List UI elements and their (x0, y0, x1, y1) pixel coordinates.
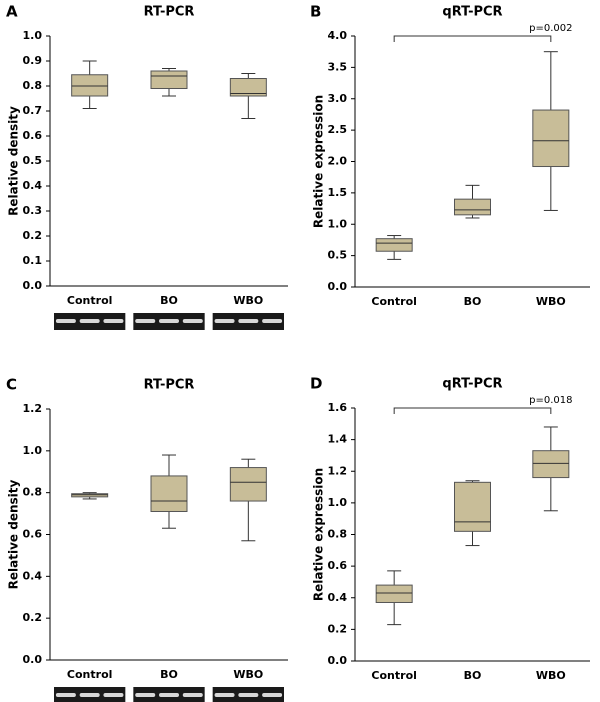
gel-band (214, 693, 235, 697)
y-tick-label: 0.8 (23, 486, 43, 499)
x-tick-label: BO (464, 295, 482, 308)
box (150, 70, 188, 89)
box (375, 584, 413, 603)
box (71, 74, 109, 97)
gel-band (182, 693, 203, 697)
panel-label: C (6, 376, 17, 394)
box (532, 109, 570, 168)
y-tick-label: 0.4 (328, 591, 348, 604)
y-tick-label: 1.0 (328, 217, 348, 230)
y-tick-label: 0.4 (23, 179, 43, 192)
panel-label: D (310, 375, 322, 393)
y-tick-label: 0.0 (328, 654, 348, 667)
x-tick-label: WBO (233, 668, 263, 681)
y-tick-label: 2.0 (328, 155, 348, 168)
panel-label: B (310, 3, 321, 21)
gel-band (135, 319, 156, 323)
x-tick-label: BO (464, 669, 482, 682)
annotation: p=0.018 (529, 395, 572, 406)
y-tick-label: 0.0 (23, 653, 43, 666)
y-tick-label: 0.8 (23, 79, 43, 92)
y-tick-label: 1.2 (328, 464, 348, 477)
x-tick-label: Control (371, 295, 416, 308)
y-axis-label: Relative expression (312, 95, 326, 228)
chart-title: qRT-PCR (442, 5, 502, 20)
y-tick-label: 3.5 (328, 60, 348, 73)
chart-title: RT-PCR (144, 5, 195, 20)
y-tick-label: 0.6 (23, 129, 43, 142)
gel-band (55, 319, 76, 323)
y-tick-label: 1.4 (328, 433, 348, 446)
y-tick-label: 0.0 (23, 279, 43, 292)
y-tick-label: 0.5 (328, 249, 348, 262)
gel-band (262, 319, 283, 323)
gel-band (79, 693, 100, 697)
y-tick-label: 0.6 (23, 528, 43, 541)
gel-band (159, 319, 179, 323)
gel-band (238, 319, 259, 323)
gel-band (103, 693, 124, 697)
gel-band (262, 693, 283, 697)
y-tick-label: 0.5 (23, 154, 43, 167)
gel-band (159, 693, 179, 697)
box (150, 475, 188, 512)
x-tick-label: WBO (233, 294, 263, 307)
y-axis-label: Relative density (7, 479, 21, 589)
y-tick-label: 0.1 (23, 254, 43, 267)
box (375, 238, 413, 252)
gel-band (103, 319, 124, 323)
y-tick-label: 0.2 (328, 622, 348, 635)
x-tick-label: BO (160, 294, 178, 307)
y-tick-label: 3.0 (328, 92, 348, 105)
box (454, 481, 491, 532)
y-tick-label: 0.2 (23, 229, 43, 242)
y-axis-label: Relative density (7, 106, 21, 216)
gel-band (214, 319, 235, 323)
y-tick-label: 0.6 (328, 559, 348, 572)
y-tick-label: 1.0 (328, 496, 348, 509)
y-tick-label: 1.6 (328, 401, 348, 414)
y-tick-label: 4.0 (328, 29, 348, 42)
y-tick-label: 1.2 (23, 402, 43, 415)
significance-bracket (393, 35, 552, 42)
y-tick-label: 0.0 (328, 280, 348, 293)
y-tick-label: 2.5 (328, 123, 348, 136)
box (229, 78, 267, 97)
x-tick-label: Control (371, 669, 416, 682)
x-tick-label: Control (67, 294, 112, 307)
box (229, 467, 267, 502)
x-tick-label: WBO (536, 669, 566, 682)
x-tick-label: BO (160, 668, 178, 681)
y-tick-label: 1.0 (23, 29, 43, 42)
y-tick-label: 1.0 (23, 444, 43, 457)
y-tick-label: 0.8 (328, 528, 348, 541)
gel-band (238, 693, 259, 697)
y-tick-label: 0.4 (23, 569, 43, 582)
gel-band (182, 319, 203, 323)
panel-label: A (6, 3, 18, 21)
y-tick-label: 0.3 (23, 204, 43, 217)
chart-title: qRT-PCR (442, 377, 502, 392)
x-tick-label: WBO (536, 295, 566, 308)
chart-title: RT-PCR (144, 378, 195, 393)
significance-bracket (393, 407, 552, 414)
y-axis-label: Relative expression (312, 468, 326, 601)
y-tick-label: 1.5 (328, 186, 348, 199)
y-tick-label: 0.9 (23, 54, 43, 67)
gel-band (55, 693, 76, 697)
box (454, 198, 491, 216)
y-tick-label: 0.2 (23, 611, 43, 624)
y-tick-label: 0.7 (23, 104, 43, 117)
gel-band (135, 693, 156, 697)
x-tick-label: Control (67, 668, 112, 681)
gel-band (79, 319, 100, 323)
annotation: p=0.002 (529, 23, 572, 34)
box (71, 493, 109, 498)
box (532, 450, 570, 479)
